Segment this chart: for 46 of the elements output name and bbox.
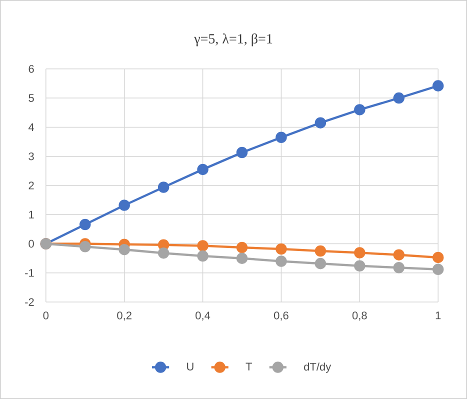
chart-title: γ=5, λ=1, β=1 — [194, 33, 272, 46]
point — [118, 244, 130, 256]
legend-label: T — [246, 362, 252, 370]
y-tick-label: 1 — [29, 210, 34, 218]
y-tick-label: 0 — [28, 240, 34, 248]
point — [354, 260, 366, 272]
point — [79, 218, 91, 230]
point — [197, 240, 208, 252]
point — [314, 258, 326, 270]
point — [393, 92, 405, 104]
point — [158, 182, 170, 193]
point — [236, 252, 248, 264]
legend-label: dT/dy — [304, 362, 332, 373]
point — [276, 256, 287, 267]
x-tick-label: 0,6 — [274, 312, 288, 321]
point — [236, 146, 248, 158]
point — [393, 249, 405, 260]
point — [354, 104, 366, 116]
y-tick-label: 4 — [28, 123, 34, 131]
x-tick-label: 0 — [43, 312, 49, 320]
x-tick-label: 0,2 — [117, 312, 132, 321]
point — [197, 250, 208, 262]
point — [276, 243, 287, 255]
point — [158, 247, 170, 259]
point — [314, 117, 326, 128]
point — [79, 241, 91, 252]
y-tick-label: 5 — [28, 94, 34, 102]
y-tick-label: -1 — [25, 269, 34, 277]
point — [354, 247, 366, 258]
point — [432, 80, 444, 92]
x-tick-label: 0,8 — [352, 312, 367, 321]
y-tick-label: 3 — [28, 152, 34, 160]
point — [276, 132, 287, 144]
y-tick-label: 2 — [28, 182, 34, 190]
point — [432, 252, 444, 264]
point — [432, 264, 444, 276]
y-tick-label: 6 — [28, 65, 34, 73]
legend-label: U — [187, 362, 194, 370]
point — [197, 164, 208, 176]
x-tick-label: 1 — [436, 312, 441, 320]
point — [118, 200, 130, 211]
point — [236, 242, 248, 254]
point — [393, 262, 405, 274]
point — [314, 245, 326, 257]
x-tick-label: 0,4 — [196, 312, 210, 321]
y-tick-label: -2 — [25, 298, 34, 306]
